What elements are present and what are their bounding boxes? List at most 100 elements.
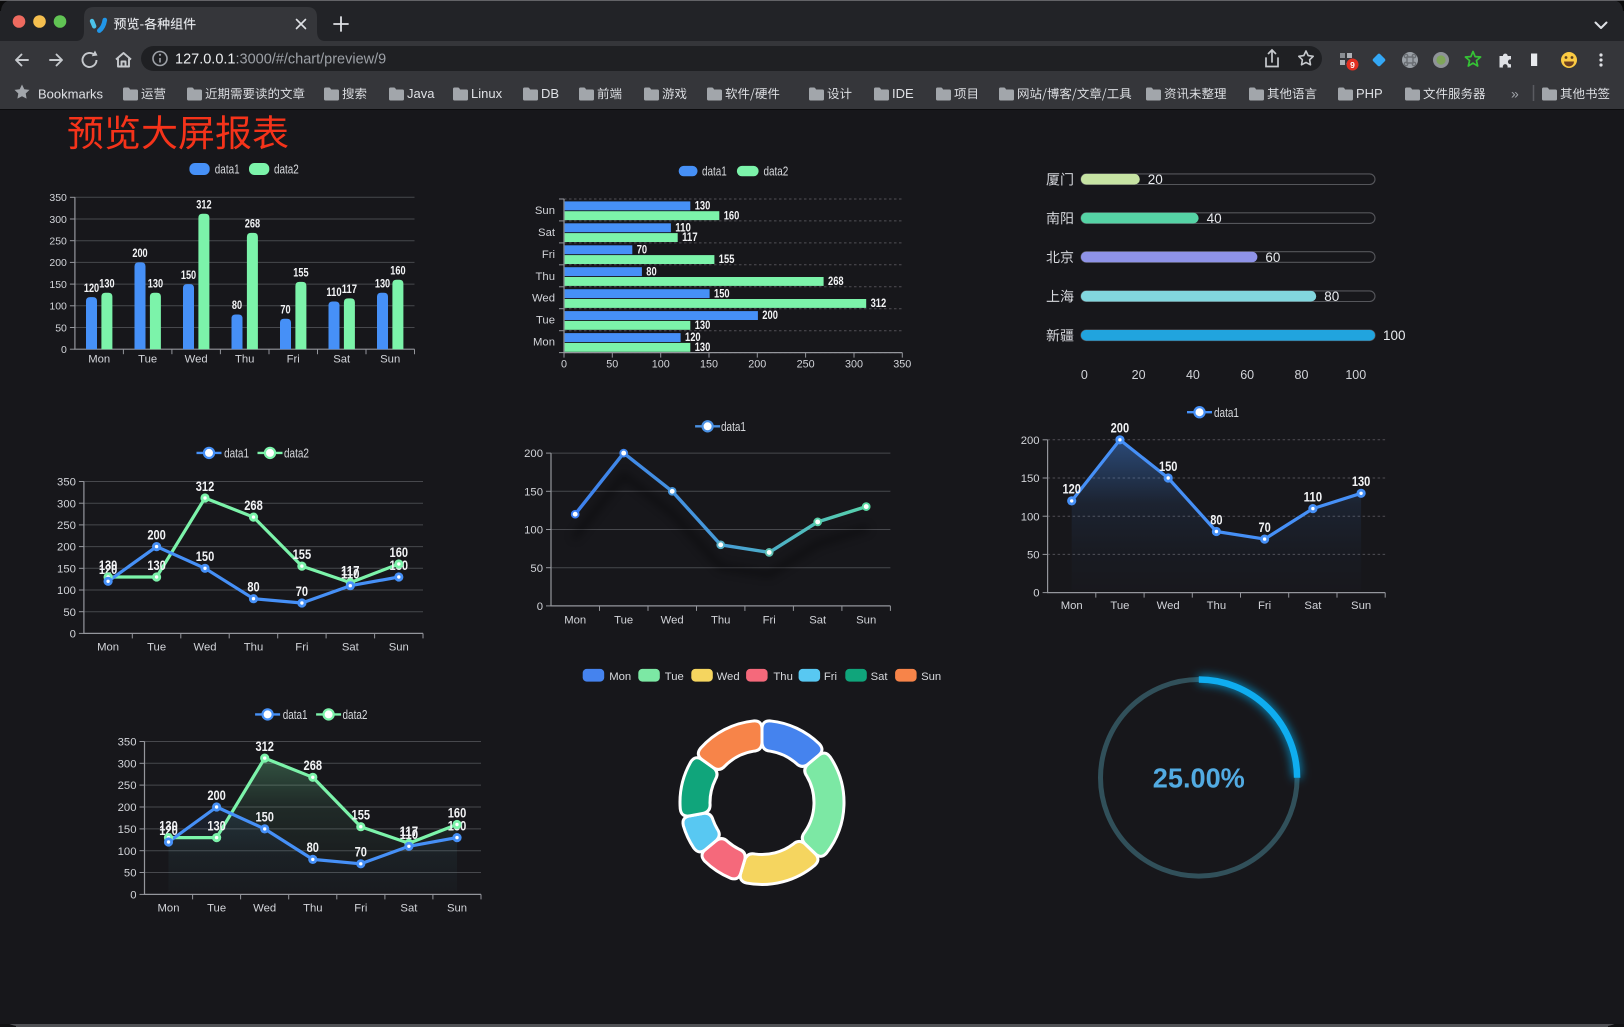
svg-text:Sun: Sun	[389, 642, 409, 654]
svg-text:200: 200	[1111, 420, 1130, 436]
svg-text:100: 100	[57, 585, 76, 597]
svg-text:110: 110	[326, 286, 341, 299]
svg-text:200: 200	[49, 257, 67, 269]
svg-text:250: 250	[57, 520, 76, 532]
svg-text:data2: data2	[764, 164, 789, 179]
svg-text:Sat: Sat	[400, 903, 418, 915]
svg-text:80: 80	[1295, 368, 1309, 382]
svg-text:Sat: Sat	[538, 227, 556, 239]
svg-text:Sun: Sun	[447, 903, 467, 915]
svg-text:Fri: Fri	[542, 249, 555, 261]
svg-text:data1: data1	[224, 446, 249, 461]
svg-text:Sun: Sun	[535, 205, 555, 217]
svg-text:Wed: Wed	[1157, 600, 1180, 612]
svg-text:350: 350	[893, 359, 911, 371]
svg-text:50: 50	[1027, 550, 1040, 562]
svg-text:50: 50	[55, 322, 67, 334]
svg-text:80: 80	[232, 299, 242, 312]
svg-text:130: 130	[695, 318, 711, 332]
svg-text:Tue: Tue	[536, 315, 555, 327]
svg-text:200: 200	[57, 542, 76, 554]
svg-text:200: 200	[762, 308, 778, 322]
svg-text:Sat: Sat	[342, 642, 360, 654]
svg-text:0: 0	[61, 344, 67, 356]
svg-text:300: 300	[118, 758, 137, 770]
svg-text:Wed: Wed	[193, 642, 216, 654]
svg-text:155: 155	[293, 546, 312, 562]
svg-text:Wed: Wed	[253, 903, 276, 915]
svg-text:40: 40	[1186, 368, 1200, 382]
svg-text:50: 50	[606, 359, 618, 371]
svg-text:data1: data1	[721, 419, 746, 434]
svg-text:Wed: Wed	[185, 354, 208, 366]
svg-text:130: 130	[695, 199, 711, 213]
svg-text:127.0.0.1:3000/#/chart/preview: 127.0.0.1:3000/#/chart/preview/9	[175, 52, 386, 68]
svg-text:117: 117	[400, 823, 419, 839]
svg-text:Tue: Tue	[614, 615, 633, 627]
svg-text:data2: data2	[284, 446, 309, 461]
svg-text:50: 50	[124, 868, 137, 880]
svg-text:Sun: Sun	[380, 354, 400, 366]
svg-text:100: 100	[1345, 368, 1366, 382]
svg-text:Tue: Tue	[665, 671, 684, 683]
svg-text:Thu: Thu	[235, 354, 254, 366]
svg-text:50: 50	[63, 607, 76, 619]
svg-text:Sat: Sat	[809, 615, 827, 627]
svg-text:Thu: Thu	[244, 642, 263, 654]
svg-text:150: 150	[49, 279, 67, 291]
svg-text:300: 300	[49, 214, 67, 226]
svg-text:130: 130	[695, 340, 711, 354]
svg-text:Mon: Mon	[97, 642, 119, 654]
svg-text:150: 150	[700, 359, 718, 371]
svg-text:150: 150	[255, 809, 274, 825]
svg-text:80: 80	[1210, 511, 1222, 527]
svg-text:Thu: Thu	[711, 615, 730, 627]
svg-text:Wed: Wed	[532, 293, 555, 305]
svg-text:0: 0	[537, 601, 543, 613]
svg-text:120: 120	[685, 330, 701, 344]
svg-text:312: 312	[255, 738, 274, 754]
svg-text:Mon: Mon	[158, 903, 180, 915]
svg-text:268: 268	[304, 757, 323, 773]
svg-text:300: 300	[845, 359, 863, 371]
svg-text:350: 350	[118, 737, 137, 749]
svg-text:160: 160	[724, 208, 740, 222]
svg-text:130: 130	[99, 278, 114, 291]
svg-text:312: 312	[196, 199, 211, 212]
svg-text:117: 117	[682, 230, 698, 244]
svg-text:200: 200	[524, 448, 543, 460]
svg-text:data1: data1	[283, 707, 308, 722]
svg-text:155: 155	[352, 807, 371, 823]
svg-text:Thu: Thu	[1207, 600, 1226, 612]
svg-text:150: 150	[118, 824, 137, 836]
svg-text:312: 312	[196, 478, 215, 494]
svg-text:0: 0	[561, 359, 567, 371]
svg-text:Fri: Fri	[763, 615, 776, 627]
svg-text:Fri: Fri	[287, 354, 300, 366]
svg-text:110: 110	[675, 220, 691, 234]
svg-text:100: 100	[1021, 511, 1040, 523]
svg-text:150: 150	[714, 286, 730, 300]
svg-text:20: 20	[1148, 172, 1163, 187]
svg-text:Sat: Sat	[871, 671, 889, 683]
svg-text:IDE: IDE	[892, 86, 914, 101]
svg-text:60: 60	[1240, 368, 1254, 382]
svg-text:120: 120	[84, 282, 99, 295]
svg-text:Bookmarks: Bookmarks	[38, 86, 104, 101]
svg-text:200: 200	[147, 526, 166, 542]
svg-text:Sat: Sat	[333, 354, 351, 366]
svg-text:117: 117	[342, 283, 357, 296]
svg-text:150: 150	[181, 269, 196, 282]
svg-text:150: 150	[57, 563, 76, 575]
svg-text:160: 160	[448, 804, 467, 820]
svg-text:»: »	[1511, 86, 1519, 102]
svg-text:150: 150	[524, 486, 543, 498]
svg-text:268: 268	[244, 497, 263, 513]
svg-text:70: 70	[1258, 519, 1270, 535]
svg-text:0: 0	[130, 890, 136, 902]
svg-text:120: 120	[159, 822, 178, 838]
svg-text:0: 0	[1081, 368, 1088, 382]
svg-text:160: 160	[390, 544, 409, 560]
svg-text:Sun: Sun	[921, 671, 941, 683]
svg-text:200: 200	[1021, 435, 1040, 447]
